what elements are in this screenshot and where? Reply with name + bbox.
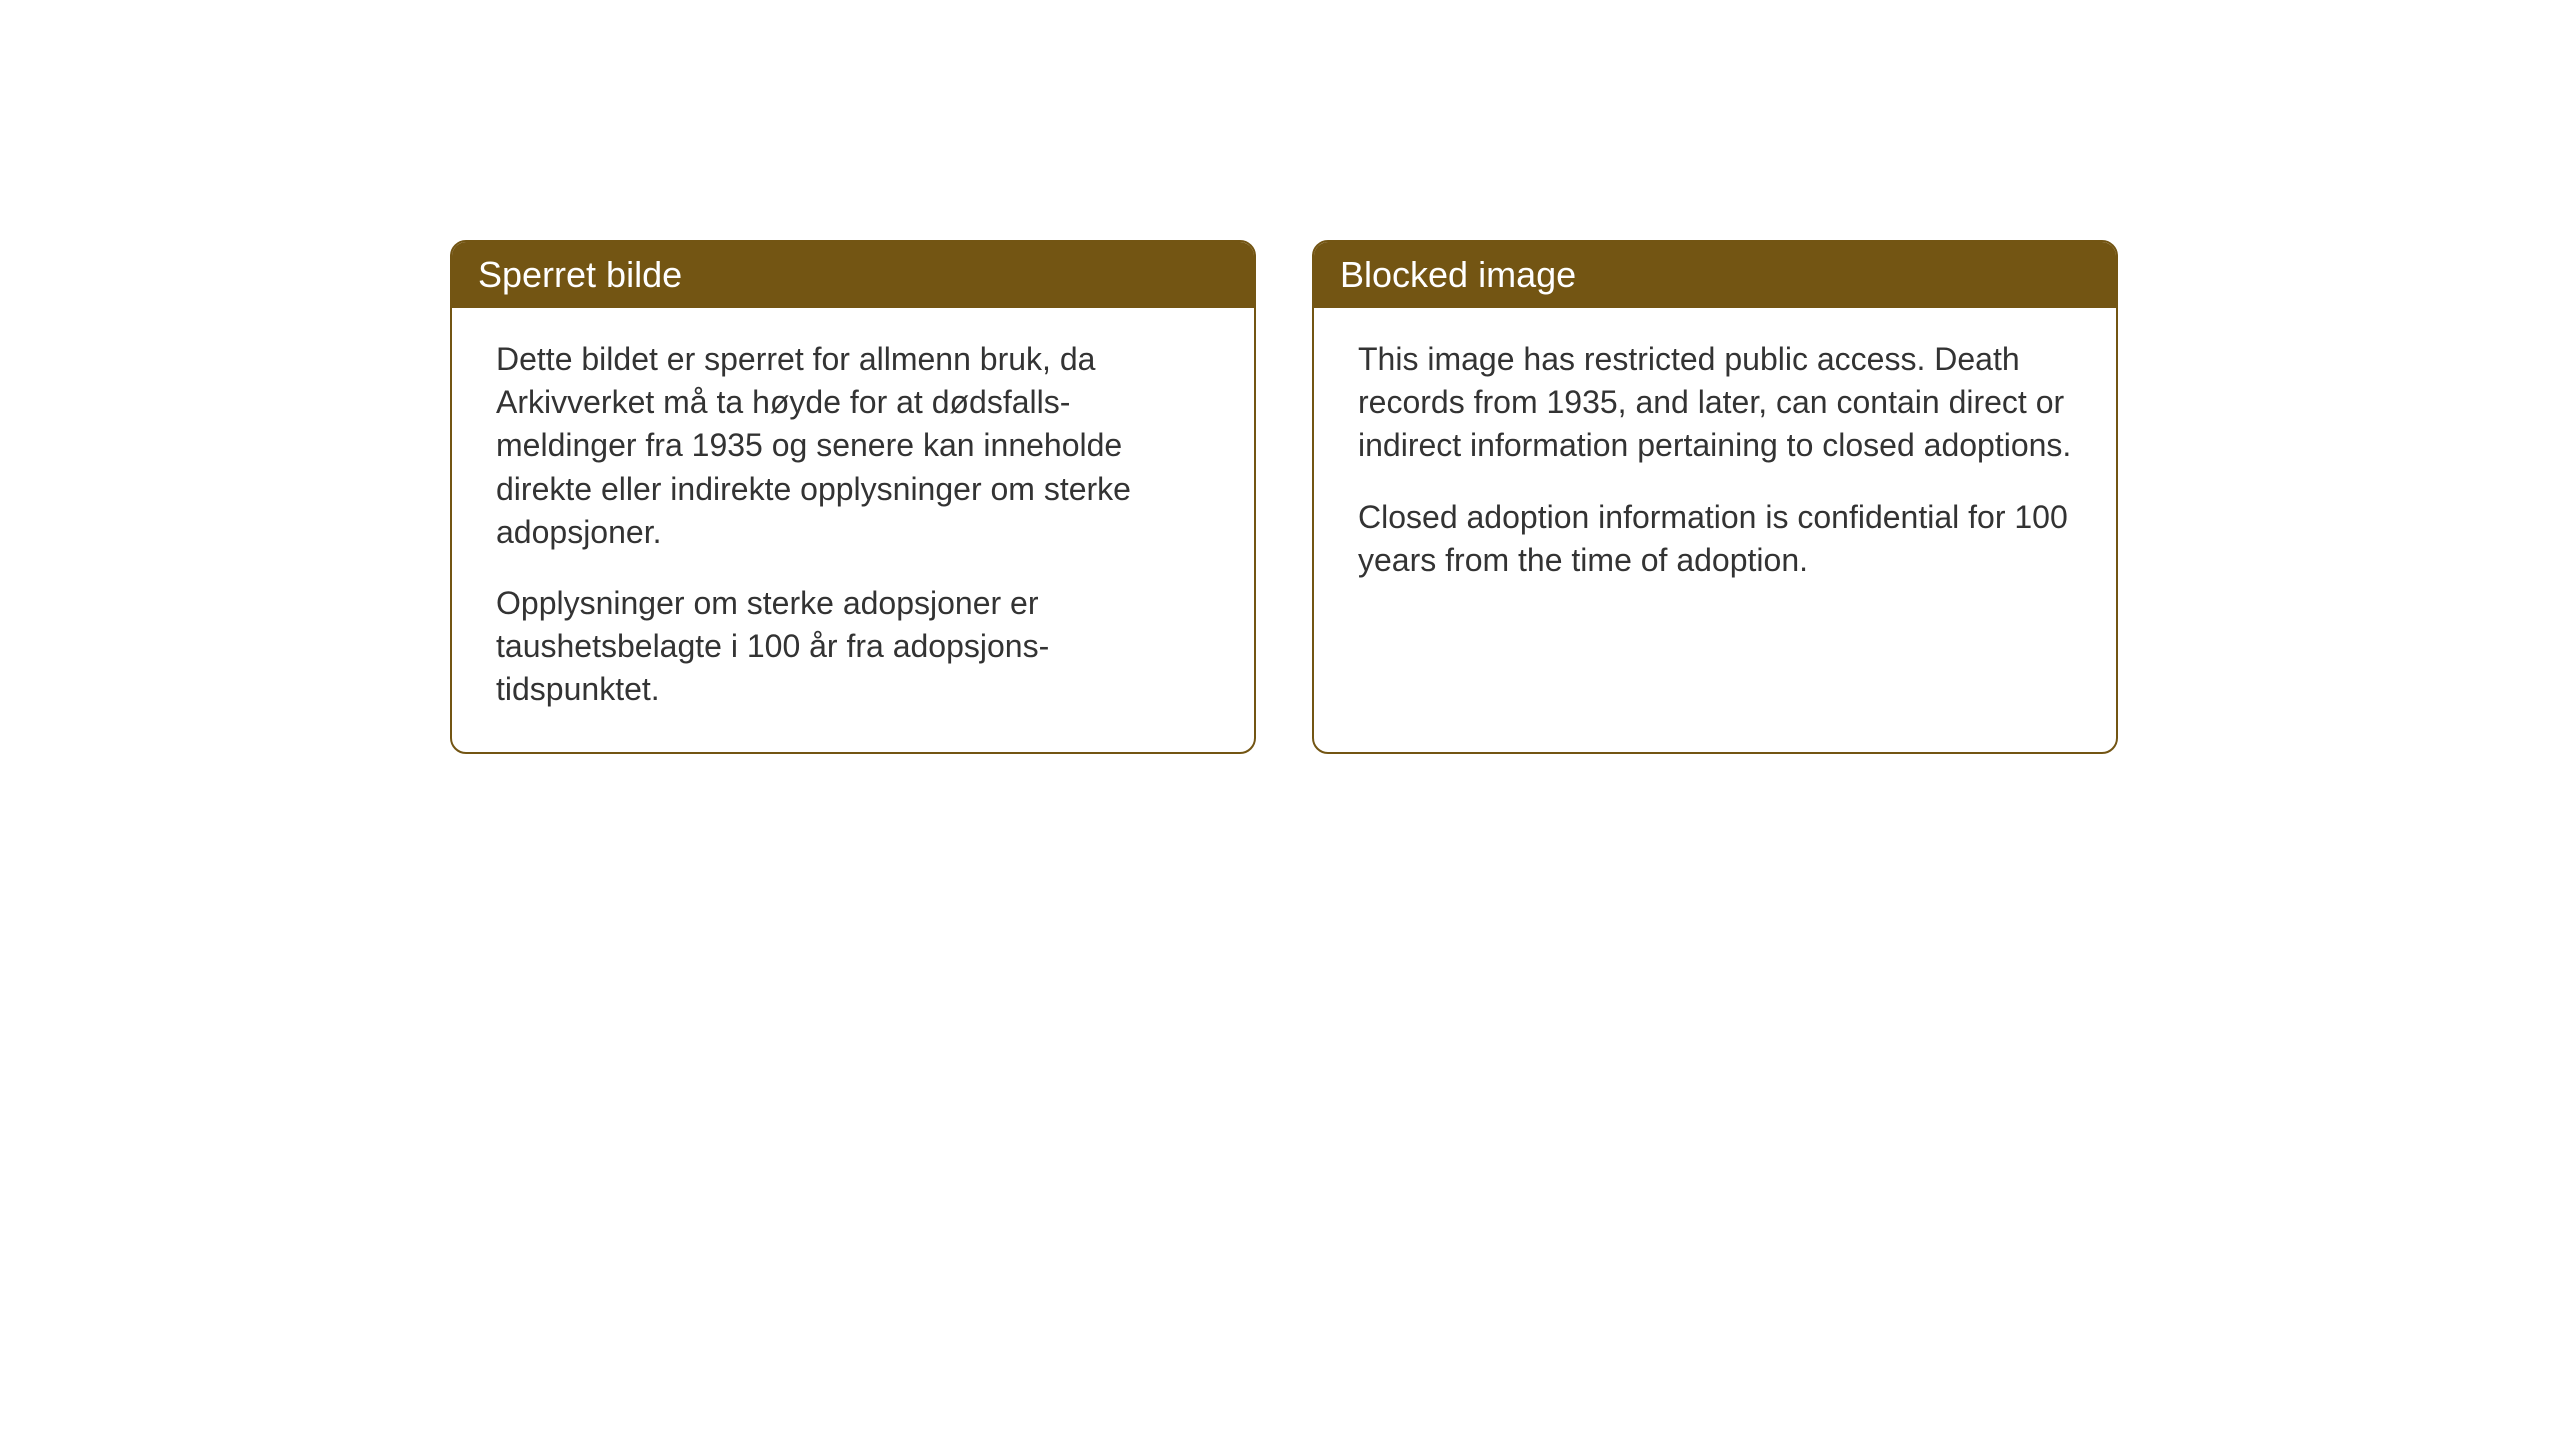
- notice-card-norwegian: Sperret bilde Dette bildet er sperret fo…: [450, 240, 1256, 754]
- notice-card-english: Blocked image This image has restricted …: [1312, 240, 2118, 754]
- card-title-norwegian: Sperret bilde: [478, 254, 682, 295]
- card-body-norwegian: Dette bildet er sperret for allmenn bruk…: [452, 308, 1254, 752]
- paragraph-2-norwegian: Opplysninger om sterke adopsjoner er tau…: [496, 582, 1210, 712]
- paragraph-1-norwegian: Dette bildet er sperret for allmenn bruk…: [496, 338, 1210, 554]
- card-body-english: This image has restricted public access.…: [1314, 308, 2116, 622]
- paragraph-1-english: This image has restricted public access.…: [1358, 338, 2072, 468]
- card-title-english: Blocked image: [1340, 254, 1576, 295]
- paragraph-2-english: Closed adoption information is confident…: [1358, 496, 2072, 582]
- card-header-english: Blocked image: [1314, 242, 2116, 308]
- card-header-norwegian: Sperret bilde: [452, 242, 1254, 308]
- cards-container: Sperret bilde Dette bildet er sperret fo…: [450, 240, 2118, 754]
